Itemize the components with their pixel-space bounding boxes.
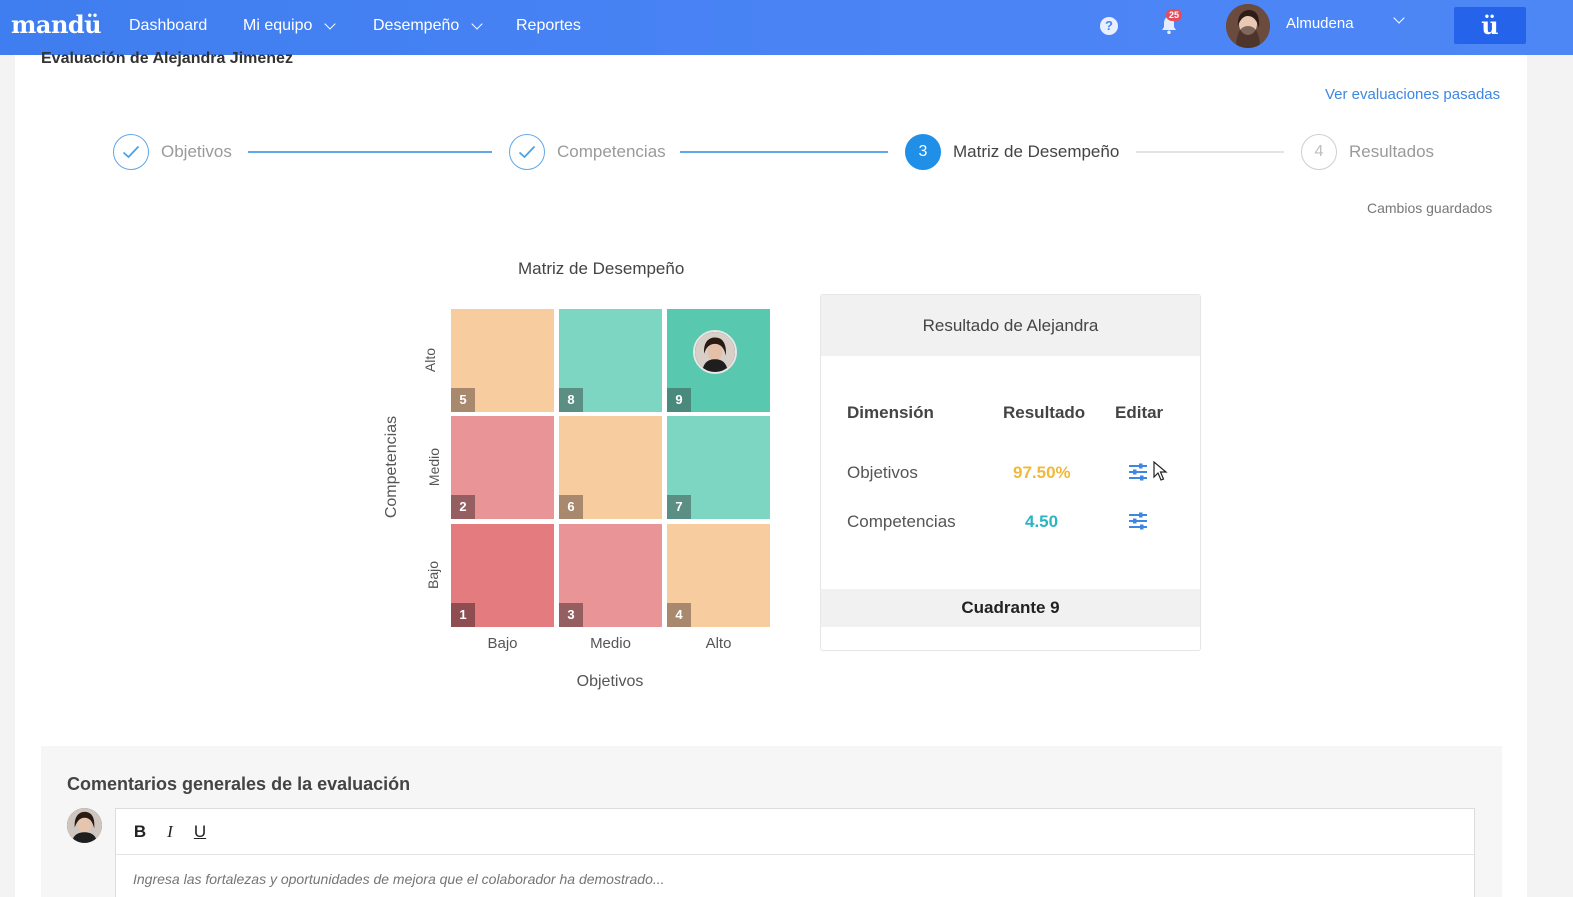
nav-dashboard[interactable]: Dashboard <box>129 17 207 35</box>
quadrant-result: Cuadrante 9 <box>821 589 1200 627</box>
comments-section: Comentarios generales de la evaluación B… <box>41 746 1502 897</box>
step-label: Competencias <box>557 142 666 161</box>
cell-number: 4 <box>667 603 691 627</box>
column-header-edit: Editar <box>1115 403 1164 422</box>
help-icon[interactable]: ? <box>1100 17 1118 35</box>
nav-dashboard-label: Dashboard <box>129 17 208 34</box>
notification-count-badge: 25 <box>1166 9 1182 21</box>
chevron-down-icon <box>324 17 337 30</box>
stepper-connector <box>1136 151 1284 153</box>
check-icon <box>113 134 149 170</box>
step-objetivos[interactable]: Objetivos <box>113 134 232 170</box>
matrix-cell-8[interactable]: 8 <box>559 309 662 412</box>
stepper-connector <box>248 151 492 153</box>
row-value-competencias: 4.50 <box>1025 512 1059 531</box>
step-resultados[interactable]: 4 Resultados <box>1301 134 1434 170</box>
matrix-cell-1[interactable]: 1 <box>451 524 554 627</box>
cell-number: 9 <box>667 388 691 412</box>
comment-input[interactable] <box>133 871 1433 887</box>
nav-desempeno-label: Desempeño <box>373 17 460 34</box>
user-menu-chevron-down-icon[interactable] <box>1393 12 1405 24</box>
result-panel-title: Resultado de Alejandra <box>821 295 1200 356</box>
top-navbar: mandü Dashboard Mi equipo Desempeño Repo… <box>0 0 1573 55</box>
matrix-cell-9[interactable]: 9 <box>667 309 770 412</box>
user-avatar[interactable] <box>1226 4 1270 48</box>
step-competencias[interactable]: Competencias <box>509 134 666 170</box>
chevron-down-icon <box>471 17 483 30</box>
employee-avatar[interactable] <box>693 330 737 374</box>
stepper-connector <box>680 151 888 153</box>
step-label: Matriz de Desempeño <box>953 142 1120 161</box>
matrix-cell-7[interactable]: 7 <box>667 416 770 519</box>
column-header-result: Resultado <box>1003 403 1086 422</box>
save-status: Cambios guardados <box>1367 200 1493 216</box>
row-dimension-competencias: Competencias <box>847 512 956 531</box>
column-header-dimension: Dimensión <box>847 403 934 422</box>
y-tick-medio: Medio <box>426 447 443 487</box>
employee-photo-icon <box>695 332 735 372</box>
edit-sliders-icon[interactable] <box>1128 512 1148 530</box>
underline-button[interactable]: U <box>193 821 207 841</box>
x-tick-bajo: Bajo <box>487 635 518 652</box>
comments-title: Comentarios generales de la evaluación <box>67 774 411 794</box>
nav-mi-equipo[interactable]: Mi equipo <box>243 17 337 35</box>
cell-number: 5 <box>451 388 475 412</box>
page-title: Evaluación de Alejandra Jimenez <box>41 50 293 67</box>
bold-button[interactable]: B <box>133 821 147 841</box>
matrix-cell-5[interactable]: 5 <box>451 309 554 412</box>
brand-logo[interactable]: mandü <box>11 10 102 39</box>
nav-reportes-label: Reportes <box>516 17 581 34</box>
step-label: Resultados <box>1349 142 1435 161</box>
row-value-objetivos: 97.50% <box>1013 463 1071 482</box>
step-matriz[interactable]: 3 Matriz de Desempeño <box>905 134 1119 170</box>
result-panel: Resultado de Alejandra Dimensión Resulta… <box>820 294 1201 651</box>
matrix-cell-6[interactable]: 6 <box>559 416 662 519</box>
matrix-cell-2[interactable]: 2 <box>451 416 554 519</box>
italic-button[interactable]: I <box>167 821 173 841</box>
matrix-title: Matriz de Desempeño <box>518 259 685 278</box>
check-icon <box>509 134 545 170</box>
nav-reportes[interactable]: Reportes <box>516 17 581 35</box>
edit-sliders-icon[interactable] <box>1128 463 1148 481</box>
row-dimension-objetivos: Objetivos <box>847 463 918 482</box>
editor-toolbar: B I U <box>116 809 1474 855</box>
matrix-cell-3[interactable]: 3 <box>559 524 662 627</box>
nav-desempeno[interactable]: Desempeño <box>373 17 483 35</box>
step-number-badge: 4 <box>1301 134 1337 170</box>
commenter-avatar <box>67 808 102 843</box>
step-number-badge: 3 <box>905 134 941 170</box>
past-evaluations-link[interactable]: Ver evaluaciones pasadas <box>1325 86 1501 103</box>
cell-number: 6 <box>559 495 583 519</box>
matrix-y-axis-label: Competencias <box>383 415 400 519</box>
cell-number: 7 <box>667 495 691 519</box>
y-tick-alto: Alto <box>422 347 439 373</box>
matrix-cell-4[interactable]: 4 <box>667 524 770 627</box>
comment-editor: B I U <box>115 808 1475 897</box>
cell-number: 3 <box>559 603 583 627</box>
cell-number: 1 <box>451 603 475 627</box>
cell-number: 2 <box>451 495 475 519</box>
cell-number: 8 <box>559 388 583 412</box>
x-tick-alto: Alto <box>705 635 732 652</box>
matrix-x-axis-label: Objetivos <box>576 673 644 690</box>
step-label: Objetivos <box>161 142 232 161</box>
y-tick-bajo: Bajo <box>425 560 442 590</box>
app-switcher-button[interactable]: ü <box>1454 7 1526 44</box>
mouse-pointer-icon <box>1153 461 1168 481</box>
user-photo-icon <box>1226 4 1270 48</box>
nav-mi-equipo-label: Mi equipo <box>243 17 313 34</box>
x-tick-medio: Medio <box>590 635 631 652</box>
commenter-photo-icon <box>67 808 102 843</box>
user-name[interactable]: Almudena <box>1286 15 1354 32</box>
